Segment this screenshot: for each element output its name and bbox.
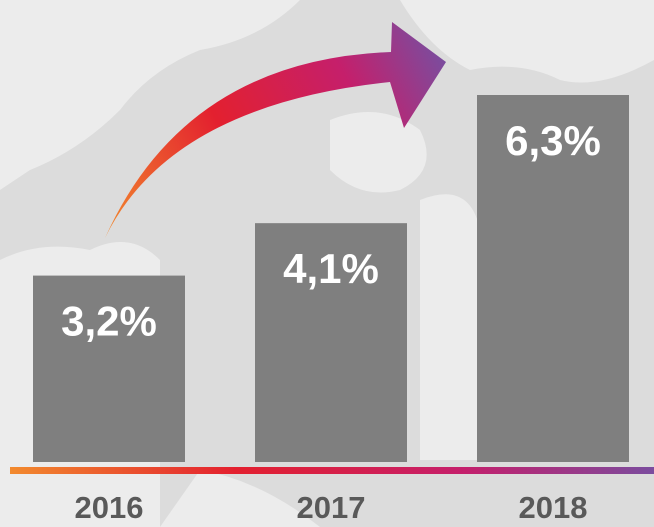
bar [33,275,185,462]
trend-arrow [105,22,446,238]
x-tick-label: 2016 [75,490,144,525]
value-label: 3,2% [61,298,157,345]
bar [255,223,407,462]
x-tick-label: 2017 [297,490,366,525]
value-label: 6,3% [505,117,601,164]
bar [477,95,629,462]
baseline [10,467,654,474]
value-label: 4,1% [283,245,379,292]
x-tick-label: 2018 [519,490,588,525]
